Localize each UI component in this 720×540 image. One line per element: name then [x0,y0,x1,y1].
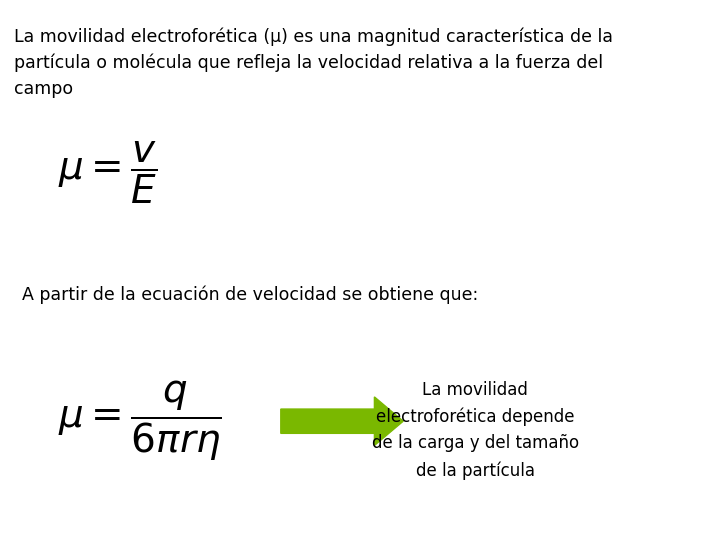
Text: La movilidad electroforética (μ) es una magnitud característica de la
partícula : La movilidad electroforética (μ) es una … [14,27,613,98]
Text: $\mu = \dfrac{v}{E}$: $\mu = \dfrac{v}{E}$ [58,140,157,206]
Text: A partir de la ecuación de velocidad se obtiene que:: A partir de la ecuación de velocidad se … [22,285,478,303]
Text: $\mu = \dfrac{q}{6\pi r\eta}$: $\mu = \dfrac{q}{6\pi r\eta}$ [58,379,221,463]
FancyArrow shape [281,397,403,445]
Text: La movilidad
electroforética depende
de la carga y del tamaño
de la partícula: La movilidad electroforética depende de … [372,381,579,480]
